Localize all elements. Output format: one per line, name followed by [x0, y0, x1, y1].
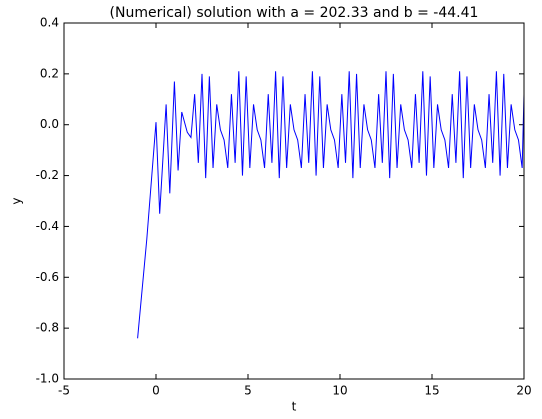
x-axis-label: t [292, 400, 297, 414]
y-tick-label: -1.0 [36, 372, 59, 386]
x-tick-label: 15 [424, 384, 439, 398]
y-tick-label: -0.6 [36, 270, 59, 284]
plot-frame [63, 22, 525, 380]
y-tick-label: 0.2 [40, 66, 59, 80]
x-tick-label: 0 [152, 384, 160, 398]
y-tick-label: -0.8 [36, 321, 59, 335]
y-axis-label: y [10, 197, 24, 204]
y-tick-label: -0.2 [36, 168, 59, 182]
y-tick-label: 0.4 [40, 16, 59, 30]
x-tick-label: -5 [58, 384, 70, 398]
x-tick-label: 20 [516, 384, 531, 398]
chart-title: (Numerical) solution with a = 202.33 and… [110, 5, 479, 21]
data-line [137, 71, 525, 339]
y-tick-label: -0.4 [36, 219, 59, 233]
y-tick-label: 0.0 [40, 117, 59, 131]
x-tick-label: 5 [244, 384, 252, 398]
x-tick-label: 10 [332, 384, 347, 398]
